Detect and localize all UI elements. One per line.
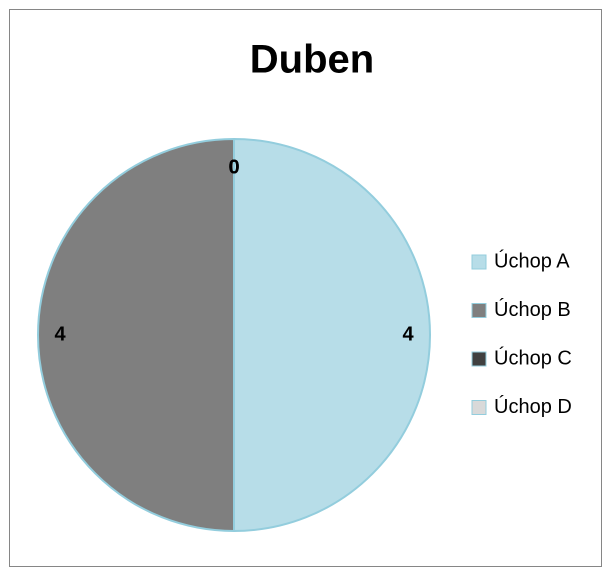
legend-swatch [471, 303, 487, 318]
pie-slice [233, 137, 431, 533]
legend-label: Úchop A [494, 249, 570, 272]
pie-slice [37, 137, 235, 533]
legend-label: Úchop C [494, 346, 572, 369]
legend-label: Úchop B [494, 298, 571, 321]
chart-title: Duben [250, 38, 374, 82]
data-label: 0 [228, 156, 239, 178]
data-label: 4 [54, 323, 66, 345]
data-label: 0 [228, 156, 239, 178]
legend-label: Úchop D [494, 395, 572, 418]
data-label: 4 [402, 323, 414, 345]
legend-swatch [471, 351, 487, 367]
legend-swatch [471, 254, 487, 270]
legend-swatch [471, 400, 487, 415]
